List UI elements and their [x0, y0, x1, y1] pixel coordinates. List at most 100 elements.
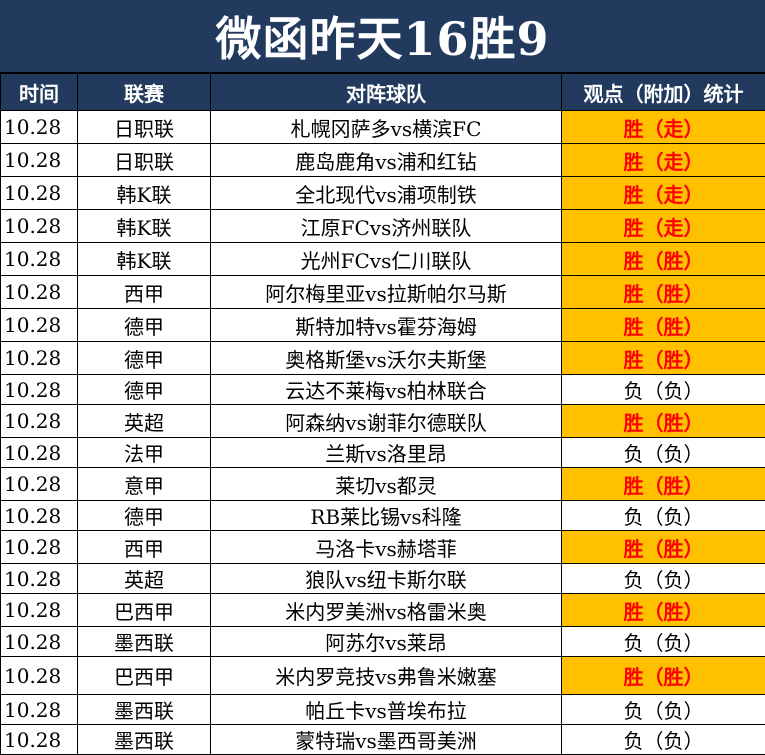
match-cell: 莱切vs都灵	[211, 468, 562, 501]
league-cell: 法甲	[78, 438, 211, 468]
result-cell: 负（负）	[562, 627, 765, 657]
league-cell: 墨西联	[78, 627, 211, 657]
league-cell: 意甲	[78, 468, 211, 501]
result-cell: 负（负）	[562, 725, 765, 755]
result-cell: 胜（胜）	[562, 594, 765, 627]
match-cell: 光州FCvs仁川联队	[211, 243, 562, 276]
date-cell: 10.28	[1, 564, 78, 594]
match-cell: RB莱比锡vs科隆	[211, 501, 562, 531]
result-cell: 负（负）	[562, 501, 765, 531]
header-league: 联赛	[78, 74, 211, 111]
match-cell: 马洛卡vs赫塔菲	[211, 531, 562, 564]
league-cell: 德甲	[78, 342, 211, 375]
league-cell: 韩K联	[78, 177, 211, 210]
league-cell: 德甲	[78, 309, 211, 342]
match-cell: 狼队vs纽卡斯尔联	[211, 564, 562, 594]
league-cell: 德甲	[78, 375, 211, 405]
date-cell: 10.28	[1, 243, 78, 276]
date-cell: 10.28	[1, 657, 78, 695]
result-cell: 胜（走）	[562, 144, 765, 177]
date-cell: 10.28	[1, 531, 78, 564]
match-cell: 阿尔梅里亚vs拉斯帕尔马斯	[211, 276, 562, 309]
date-cell: 10.28	[1, 342, 78, 375]
page-title: 微函昨天16胜9	[0, 0, 765, 73]
match-cell: 江原FCvs济州联队	[211, 210, 562, 243]
date-cell: 10.28	[1, 177, 78, 210]
result-cell: 胜（胜）	[562, 243, 765, 276]
league-cell: 德甲	[78, 501, 211, 531]
match-cell: 米内罗美洲vs格雷米奥	[211, 594, 562, 627]
league-cell: 韩K联	[78, 210, 211, 243]
match-cell: 帕丘卡vs普埃布拉	[211, 695, 562, 725]
match-cell: 札幌冈萨多vs横滨FC	[211, 111, 562, 144]
result-cell: 胜（胜）	[562, 276, 765, 309]
match-cell: 阿苏尔vs莱昂	[211, 627, 562, 657]
match-cell: 兰斯vs洛里昂	[211, 438, 562, 468]
date-cell: 10.28	[1, 405, 78, 438]
match-cell: 蒙特瑞vs墨西哥美洲	[211, 725, 562, 755]
league-cell: 英超	[78, 405, 211, 438]
league-cell: 墨西联	[78, 695, 211, 725]
league-cell: 英超	[78, 564, 211, 594]
date-cell: 10.28	[1, 375, 78, 405]
date-cell: 10.28	[1, 438, 78, 468]
league-cell: 韩K联	[78, 243, 211, 276]
result-cell: 胜（胜）	[562, 468, 765, 501]
date-cell: 10.28	[1, 111, 78, 144]
match-cell: 米内罗竞技vs弗鲁米嫩塞	[211, 657, 562, 695]
result-cell: 胜（胜）	[562, 405, 765, 438]
league-cell: 巴西甲	[78, 594, 211, 627]
date-cell: 10.28	[1, 468, 78, 501]
league-cell: 日职联	[78, 144, 211, 177]
date-cell: 10.28	[1, 725, 78, 755]
result-cell: 负（负）	[562, 438, 765, 468]
result-cell: 胜（胜）	[562, 657, 765, 695]
header-date: 时间	[1, 74, 78, 111]
match-cell: 奥格斯堡vs沃尔夫斯堡	[211, 342, 562, 375]
date-cell: 10.28	[1, 210, 78, 243]
date-cell: 10.28	[1, 627, 78, 657]
result-cell: 胜（走）	[562, 177, 765, 210]
league-cell: 西甲	[78, 276, 211, 309]
match-cell: 全北现代vs浦项制铁	[211, 177, 562, 210]
header-match: 对阵球队	[211, 74, 562, 111]
result-cell: 负（负）	[562, 695, 765, 725]
result-cell: 胜（走）	[562, 111, 765, 144]
league-cell: 西甲	[78, 531, 211, 564]
result-cell: 胜（胜）	[562, 531, 765, 564]
date-cell: 10.28	[1, 695, 78, 725]
result-cell: 负（负）	[562, 375, 765, 405]
date-cell: 10.28	[1, 309, 78, 342]
match-cell: 云达不莱梅vs柏林联合	[211, 375, 562, 405]
match-cell: 斯特加特vs霍芬海姆	[211, 309, 562, 342]
league-cell: 日职联	[78, 111, 211, 144]
date-cell: 10.28	[1, 501, 78, 531]
league-cell: 巴西甲	[78, 657, 211, 695]
date-cell: 10.28	[1, 276, 78, 309]
date-cell: 10.28	[1, 144, 78, 177]
match-cell: 阿森纳vs谢菲尔德联队	[211, 405, 562, 438]
result-cell: 胜（胜）	[562, 342, 765, 375]
